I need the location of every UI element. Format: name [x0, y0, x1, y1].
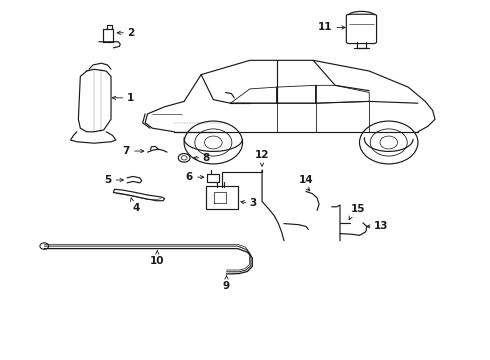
Text: 11: 11: [318, 22, 333, 32]
Text: 4: 4: [133, 203, 140, 213]
Text: 12: 12: [255, 150, 270, 160]
Text: 1: 1: [127, 93, 134, 103]
Text: 7: 7: [122, 146, 130, 156]
Text: 6: 6: [186, 172, 193, 182]
Text: 3: 3: [249, 198, 257, 208]
Text: 9: 9: [223, 281, 230, 291]
Text: 13: 13: [374, 221, 389, 231]
Text: 5: 5: [104, 175, 112, 185]
Text: 8: 8: [202, 153, 210, 163]
Text: 10: 10: [150, 256, 165, 266]
FancyBboxPatch shape: [346, 14, 376, 44]
Text: 15: 15: [351, 204, 366, 214]
Text: 2: 2: [127, 28, 134, 38]
FancyBboxPatch shape: [206, 186, 238, 209]
Text: 14: 14: [298, 175, 313, 185]
